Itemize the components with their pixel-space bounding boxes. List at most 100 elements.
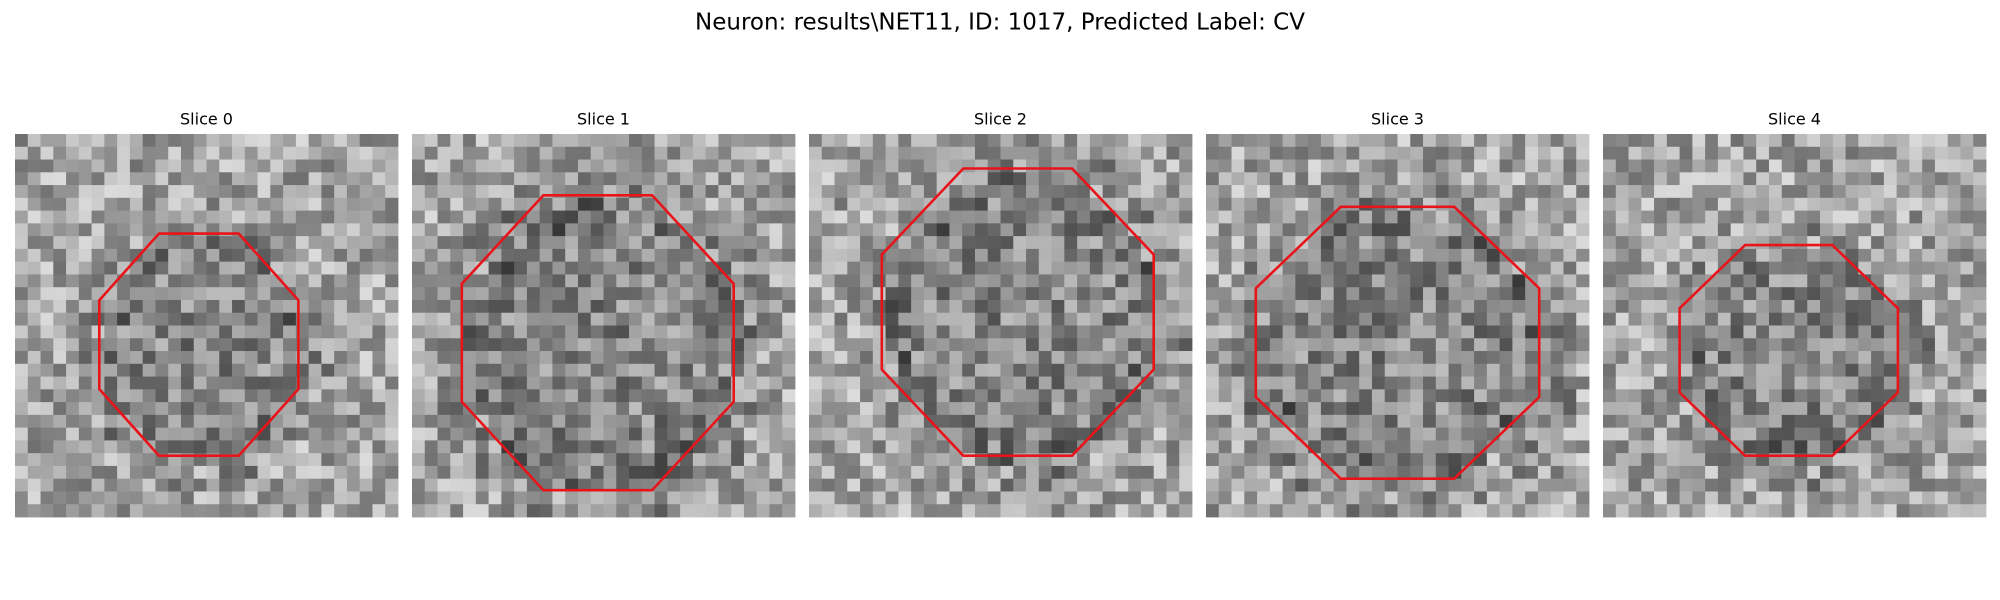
- pixel: [1038, 351, 1052, 365]
- pixel: [1603, 389, 1617, 403]
- pixel: [1269, 389, 1283, 403]
- pixel: [1730, 414, 1744, 429]
- pixel: [1461, 146, 1475, 160]
- pixel: [898, 185, 912, 199]
- pixel: [437, 491, 451, 505]
- pixel: [308, 134, 322, 148]
- pixel: [1448, 491, 1462, 505]
- pixel: [1576, 287, 1590, 301]
- pixel: [769, 299, 783, 314]
- pixel: [603, 491, 617, 505]
- pixel: [66, 504, 80, 518]
- pixel: [1397, 363, 1411, 377]
- pixel: [1909, 376, 1923, 390]
- pixel: [53, 440, 67, 454]
- pixel: [1102, 338, 1116, 352]
- pixel: [1320, 159, 1335, 173]
- pixel: [1320, 146, 1335, 160]
- pixel: [962, 261, 976, 275]
- pixel: [295, 453, 310, 467]
- pixel: [1013, 338, 1027, 352]
- pixel: [1077, 465, 1091, 480]
- pixel: [1359, 312, 1373, 326]
- pixel: [782, 197, 796, 211]
- pixel: [1550, 478, 1564, 492]
- pixel: [40, 491, 54, 505]
- pixel: [1756, 351, 1770, 365]
- pixel: [1730, 236, 1744, 250]
- pixel: [475, 223, 489, 237]
- pixel: [1051, 248, 1065, 263]
- pixel: [1461, 299, 1475, 314]
- pixel: [295, 389, 310, 403]
- pixel: [1692, 325, 1706, 339]
- pixel: [514, 134, 528, 148]
- pixel: [1499, 261, 1513, 275]
- pixel: [577, 504, 592, 518]
- pixel: [1244, 134, 1258, 148]
- pixel: [539, 465, 553, 480]
- pixel: [27, 172, 41, 186]
- pixel: [270, 389, 284, 403]
- pixel: [1231, 504, 1245, 518]
- pixel: [142, 376, 156, 390]
- pixel: [1628, 414, 1642, 429]
- pixel: [1717, 299, 1732, 314]
- pixel: [565, 389, 579, 403]
- pixel: [1013, 287, 1027, 301]
- pixel: [974, 325, 989, 339]
- pixel: [987, 312, 1001, 326]
- pixel: [847, 465, 861, 480]
- pixel: [1666, 185, 1680, 199]
- pixel: [577, 312, 592, 326]
- pixel: [193, 478, 207, 492]
- pixel: [1576, 465, 1590, 480]
- pixel: [1166, 210, 1180, 224]
- pixel: [603, 478, 617, 492]
- pixel: [1077, 491, 1091, 505]
- pixel: [1000, 274, 1014, 288]
- pixel: [142, 504, 156, 518]
- pixel: [911, 491, 925, 505]
- pixel: [1308, 287, 1322, 301]
- pixel: [1282, 504, 1296, 518]
- pixel: [1244, 172, 1258, 186]
- pixel: [424, 491, 438, 505]
- pixel: [743, 376, 758, 390]
- pixel: [1871, 440, 1885, 454]
- pixel: [1257, 504, 1271, 518]
- pixel: [475, 427, 489, 441]
- pixel: [1692, 363, 1706, 377]
- pixel: [1692, 414, 1706, 429]
- pixel: [1615, 427, 1629, 441]
- pixel: [809, 389, 823, 403]
- pixel: [1282, 351, 1296, 365]
- pixel: [1013, 363, 1027, 377]
- pixel: [872, 478, 886, 492]
- pixel: [577, 299, 592, 314]
- pixel: [193, 465, 207, 480]
- pixel: [359, 274, 373, 288]
- pixel: [334, 453, 348, 467]
- pixel: [1615, 197, 1629, 211]
- pixel: [1692, 197, 1706, 211]
- pixel: [1397, 261, 1411, 275]
- pixel: [1883, 146, 1898, 160]
- pixel: [1794, 210, 1808, 224]
- pixel: [270, 478, 284, 492]
- pixel: [1346, 197, 1360, 211]
- pixel: [117, 159, 131, 173]
- pixel: [923, 453, 938, 467]
- pixel: [1115, 363, 1129, 377]
- pixel: [66, 312, 80, 326]
- pixel: [756, 210, 770, 224]
- pixel: [616, 223, 630, 237]
- pixel: [1628, 440, 1642, 454]
- pixel: [321, 287, 335, 301]
- pixel: [193, 312, 207, 326]
- pixel: [40, 236, 54, 250]
- pixel: [1973, 159, 1987, 173]
- pixel: [1333, 427, 1347, 441]
- pixel: [450, 236, 464, 250]
- pixel: [385, 414, 399, 429]
